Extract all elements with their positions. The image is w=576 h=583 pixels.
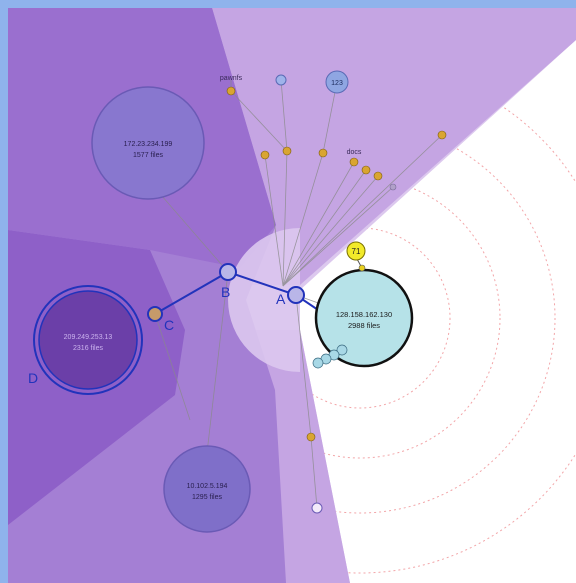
host-node-c-files: 1295 files — [192, 494, 222, 501]
leaf-node[interactable] — [282, 146, 292, 156]
host-node-c[interactable]: 10.102.5.194 1295 files — [163, 445, 251, 533]
host-node-b-files: 2316 files — [73, 345, 103, 352]
host-node-a-ip: 172.23.234.199 — [124, 141, 173, 148]
path-label-d: D — [28, 370, 38, 386]
small-node-123-label: 123 — [331, 80, 343, 87]
selected-host-ip: 128.158.162.130 — [336, 310, 392, 319]
leaf-node[interactable] — [226, 86, 236, 96]
link-lines — [147, 79, 443, 509]
leaf-nodes — [226, 86, 447, 442]
path-label-c: C — [164, 317, 174, 333]
host-node-b-ip: 209.249.253.13 — [64, 334, 113, 341]
leaf-node[interactable] — [437, 130, 447, 140]
path-node-c[interactable] — [147, 306, 163, 322]
leaf-label-top: pawnfs — [220, 75, 243, 82]
host-node-a-files: 1577 files — [133, 152, 163, 159]
host-node-c-ip: 10.102.5.194 — [187, 483, 228, 490]
host-node-a[interactable]: 172.23.234.199 1577 files — [91, 86, 205, 200]
leaf-node[interactable] — [306, 432, 316, 442]
leaf-node[interactable] — [318, 148, 328, 158]
small-node-blue[interactable] — [275, 74, 287, 86]
path-label-b: B — [221, 284, 230, 300]
leaf-node[interactable] — [349, 157, 359, 167]
leaf-node[interactable] — [260, 150, 270, 160]
small-node-123[interactable]: 123 — [325, 70, 349, 94]
count-badge-label: 71 — [352, 247, 361, 256]
selection-path — [154, 270, 331, 319]
path-node-b[interactable] — [219, 263, 237, 281]
small-node-hollow[interactable] — [311, 502, 323, 514]
selected-host-files: 2988 files — [348, 321, 380, 330]
host-node-b[interactable]: 209.249.253.13 2316 files — [33, 285, 143, 395]
leaf-node[interactable] — [373, 171, 383, 181]
focus-halo — [228, 228, 300, 372]
file-cluster — [312, 344, 348, 369]
count-badge[interactable]: 71 — [346, 241, 366, 272]
path-node-a[interactable] — [287, 286, 305, 304]
wedge-light — [212, 8, 576, 285]
path-label-a: A — [276, 291, 286, 307]
leaf-node[interactable] — [361, 165, 371, 175]
leaf-node-grey[interactable] — [389, 183, 397, 191]
leaf-label-right: docs — [347, 149, 362, 156]
